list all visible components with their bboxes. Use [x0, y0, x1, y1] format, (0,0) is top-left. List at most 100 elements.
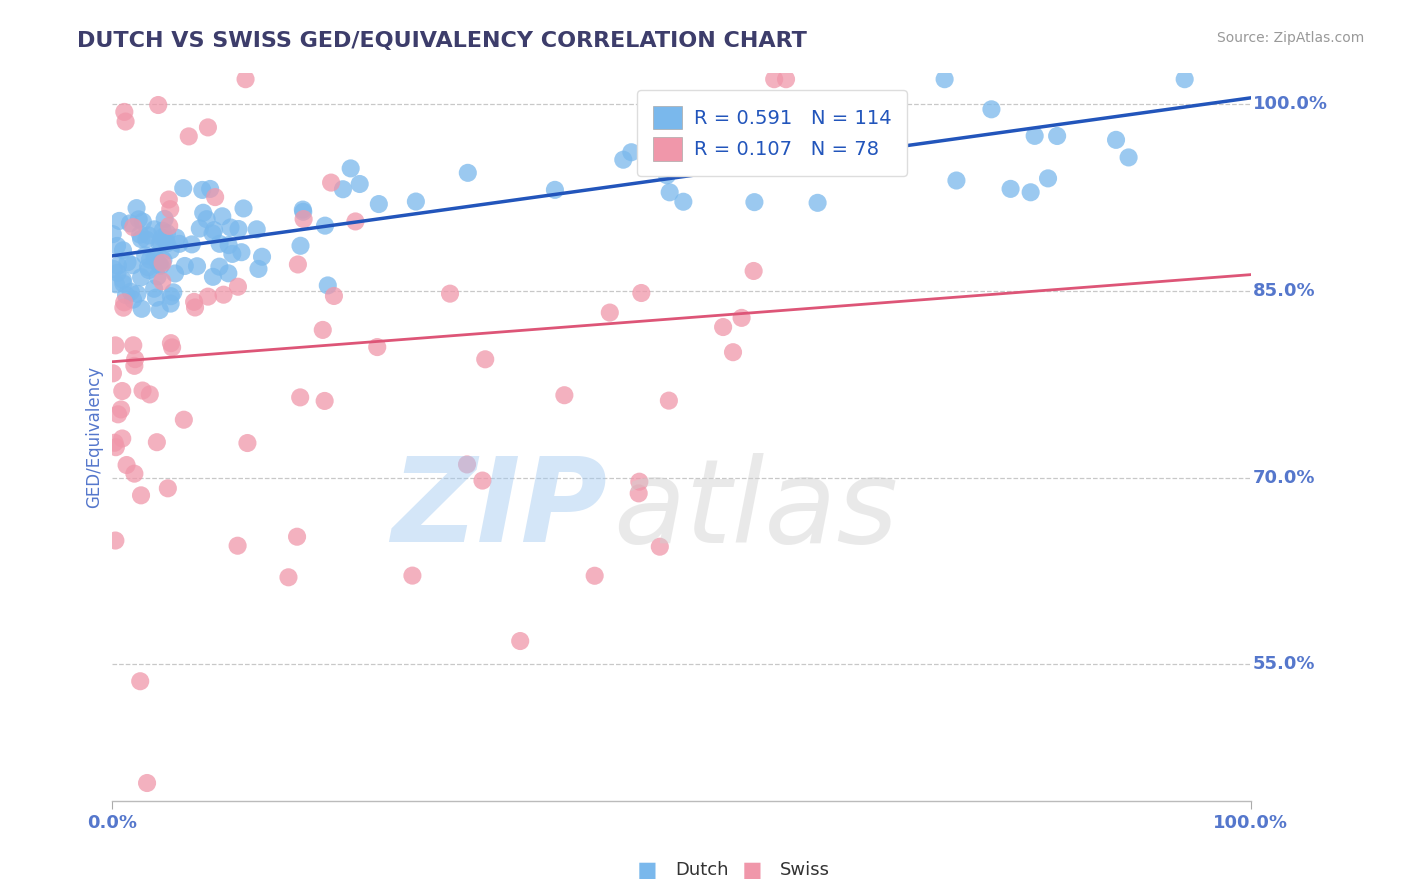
- Point: [291, 202, 314, 217]
- Text: ZIP: ZIP: [391, 452, 607, 567]
- Point: [648, 540, 671, 554]
- Point: [149, 236, 172, 251]
- Point: [246, 222, 269, 236]
- Point: [110, 402, 132, 417]
- Point: [118, 216, 141, 230]
- Point: [323, 289, 346, 303]
- Point: [149, 303, 172, 318]
- Point: [312, 323, 335, 337]
- Point: [1019, 186, 1042, 200]
- Point: [277, 570, 299, 584]
- Point: [1118, 150, 1140, 164]
- Point: [112, 244, 135, 258]
- Point: [129, 270, 152, 285]
- Y-axis label: GED/Equivalency: GED/Equivalency: [86, 366, 103, 508]
- Point: [474, 352, 496, 367]
- Point: [127, 287, 149, 301]
- Point: [145, 291, 167, 305]
- Point: [339, 161, 361, 176]
- Point: [143, 249, 166, 263]
- Point: [201, 269, 224, 284]
- Point: [218, 238, 240, 252]
- Text: ◼: ◼: [742, 858, 762, 881]
- Point: [149, 259, 172, 273]
- Point: [723, 125, 745, 139]
- Point: [1174, 72, 1197, 87]
- Point: [124, 467, 146, 481]
- Point: [232, 202, 254, 216]
- Point: [1024, 128, 1046, 143]
- Point: [742, 264, 765, 278]
- Point: [1000, 182, 1022, 196]
- Text: Source: ZipAtlas.com: Source: ZipAtlas.com: [1216, 31, 1364, 45]
- Point: [112, 277, 135, 291]
- Point: [226, 279, 249, 293]
- Point: [620, 145, 643, 160]
- Point: [247, 261, 270, 276]
- Point: [658, 186, 681, 200]
- Point: [115, 288, 138, 302]
- Point: [599, 305, 621, 319]
- Point: [672, 194, 695, 209]
- Point: [221, 247, 243, 261]
- Point: [730, 310, 752, 325]
- Point: [162, 285, 184, 300]
- Point: [553, 388, 575, 402]
- Point: [103, 262, 125, 277]
- Point: [138, 228, 160, 243]
- Point: [112, 104, 135, 119]
- Point: [163, 267, 186, 281]
- Point: [197, 290, 219, 304]
- Point: [125, 201, 148, 215]
- Point: [612, 153, 634, 167]
- Point: [124, 359, 146, 373]
- Point: [101, 367, 124, 381]
- Point: [332, 182, 354, 196]
- Point: [104, 338, 127, 352]
- Point: [319, 176, 342, 190]
- Point: [1046, 128, 1069, 143]
- Point: [236, 436, 259, 450]
- Point: [143, 222, 166, 236]
- Point: [108, 214, 131, 228]
- Point: [208, 260, 231, 274]
- Point: [122, 293, 145, 307]
- Point: [188, 221, 211, 235]
- Point: [401, 568, 423, 582]
- Point: [105, 239, 128, 253]
- Point: [124, 352, 146, 367]
- Point: [132, 215, 155, 229]
- Point: [111, 273, 134, 287]
- Point: [195, 212, 218, 227]
- Point: [204, 190, 226, 204]
- Point: [146, 435, 169, 450]
- Point: [439, 286, 461, 301]
- Point: [775, 72, 797, 87]
- Point: [405, 194, 427, 209]
- Point: [131, 384, 153, 398]
- Point: [1036, 171, 1059, 186]
- Text: DUTCH VS SWISS GED/EQUIVALENCY CORRELATION CHART: DUTCH VS SWISS GED/EQUIVALENCY CORRELATI…: [77, 31, 807, 51]
- Point: [150, 236, 173, 251]
- Point: [744, 195, 766, 210]
- Point: [134, 248, 156, 262]
- Point: [628, 475, 651, 489]
- Point: [934, 72, 956, 87]
- Point: [150, 274, 173, 288]
- Point: [156, 226, 179, 240]
- Point: [655, 168, 678, 182]
- Point: [136, 776, 159, 790]
- Point: [159, 296, 181, 310]
- Point: [815, 160, 838, 174]
- Point: [139, 252, 162, 267]
- Point: [122, 220, 145, 235]
- Point: [156, 481, 179, 495]
- Point: [155, 233, 177, 247]
- Point: [367, 197, 389, 211]
- Point: [148, 98, 170, 112]
- Point: [104, 435, 127, 450]
- Point: [146, 269, 169, 284]
- Point: [112, 301, 135, 315]
- Point: [177, 129, 200, 144]
- Point: [129, 488, 152, 502]
